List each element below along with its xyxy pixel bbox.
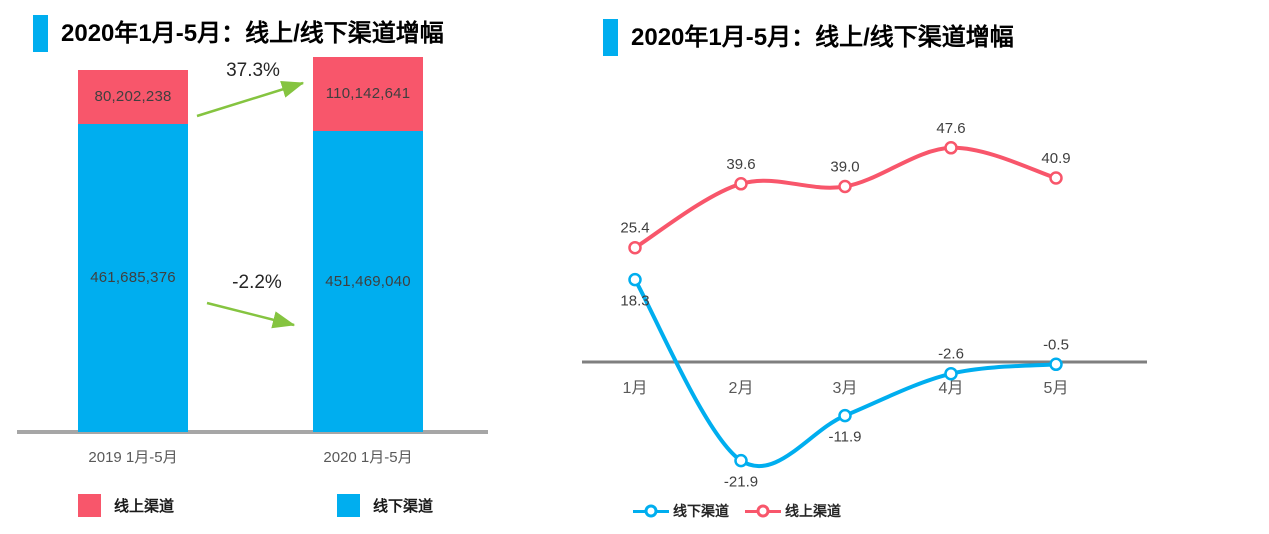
legend-item-offline: 线下渠道	[633, 501, 729, 521]
legend-label-online: 线上渠道	[785, 503, 841, 519]
bar-segment-线上渠道-2020 1月-5月: 110,142,641	[313, 57, 423, 131]
growth-percent-label: -2.2%	[232, 272, 282, 293]
month-tick-label: 5月	[1044, 380, 1069, 397]
bar-value-label: 110,142,641	[325, 85, 411, 103]
bar-category-label: 2019 1月-5月	[88, 449, 178, 466]
bar-segment-线下渠道-2019 1月-5月: 461,685,376	[78, 123, 188, 432]
offline-line-marker-icon	[633, 504, 669, 519]
growth-percent-label: 37.3%	[226, 60, 280, 81]
data-point-marker-icon	[628, 240, 642, 255]
legend-label-offline: 线下渠道	[373, 498, 434, 515]
data-point-value-label: 47.6	[936, 120, 965, 137]
data-point-marker-icon	[944, 141, 958, 155]
data-point-value-label: 25.4	[620, 220, 649, 237]
data-point-value-label: 39.6	[726, 156, 755, 173]
data-point-marker-icon	[1049, 357, 1063, 372]
month-tick-label: 4月	[939, 380, 964, 397]
data-point-marker-icon	[734, 177, 748, 191]
bar-segment-线下渠道-2020 1月-5月: 451,469,040	[313, 130, 423, 432]
title-marker-icon	[603, 19, 618, 56]
line-plot-area: 1月 2月 3月 4月 5月 25.4 39.6 39.0 47.6 40.9 18.3 -21.9 -…	[582, 120, 1147, 491]
line-chart-legend: 线下渠道 线上渠道	[633, 501, 841, 521]
data-point-value-label: 40.9	[1041, 150, 1070, 167]
line-chart-panel: 2020年1月-5月：线上/线下渠道增幅 1月 2月 3月 4月 5月 25.4 39.6 3…	[575, 0, 1269, 534]
data-point-value-label: -21.9	[724, 474, 758, 491]
data-point-marker-icon	[628, 272, 642, 287]
bar-category-label: 2020 1月-5月	[323, 449, 413, 466]
data-point-marker-icon	[1049, 171, 1063, 185]
data-point-value-label: 18.3	[620, 293, 649, 310]
data-point-marker-icon	[838, 408, 852, 423]
month-tick-label: 3月	[833, 380, 858, 397]
legend-item-online: 线上渠道	[78, 494, 174, 517]
offline-legend-swatch-icon	[337, 494, 360, 517]
bar-chart-title: 2020年1月-5月：线上/线下渠道增幅	[33, 15, 444, 52]
legend-label-online: 线上渠道	[114, 498, 175, 515]
data-point-value-label: -0.5	[1043, 336, 1069, 353]
bar-plot-area: 461,685,376 80,202,238 2019 1月-5月 451,469,0…	[0, 0, 545, 534]
bar-chart-panel: 2020年1月-5月：线上/线下渠道增幅 461,685,376 80,202,2…	[0, 0, 545, 534]
bar-value-label: 451,469,040	[325, 272, 411, 290]
legend-label-offline: 线下渠道	[673, 503, 729, 519]
data-point-marker-icon	[944, 366, 958, 381]
title-marker-icon	[33, 15, 48, 52]
line-series-线下渠道	[633, 277, 1058, 469]
month-tick-label: 2月	[729, 380, 754, 397]
bar-value-label: 461,685,376	[90, 269, 176, 287]
data-point-marker-icon	[734, 453, 748, 468]
line-chart-title-text: 2020年1月-5月：线上/线下渠道增幅	[631, 24, 1014, 51]
data-point-value-label: -11.9	[828, 429, 861, 446]
legend-item-offline: 线下渠道	[337, 494, 433, 517]
line-chart-title: 2020年1月-5月：线上/线下渠道增幅	[603, 19, 1014, 56]
month-tick-label: 1月	[623, 380, 648, 397]
bar-x-axis-line	[17, 430, 488, 434]
online-line-marker-icon	[745, 504, 781, 519]
online-legend-swatch-icon	[78, 494, 101, 517]
bar-value-label: 80,202,238	[94, 88, 172, 106]
data-point-value-label: -2.6	[938, 346, 964, 363]
legend-item-online: 线上渠道	[745, 501, 841, 521]
bar-segment-线上渠道-2019 1月-5月: 80,202,238	[78, 70, 188, 124]
bar-chart-title-text: 2020年1月-5月：线上/线下渠道增幅	[61, 20, 444, 47]
data-point-marker-icon	[838, 179, 852, 194]
data-point-value-label: 39.0	[830, 159, 859, 176]
